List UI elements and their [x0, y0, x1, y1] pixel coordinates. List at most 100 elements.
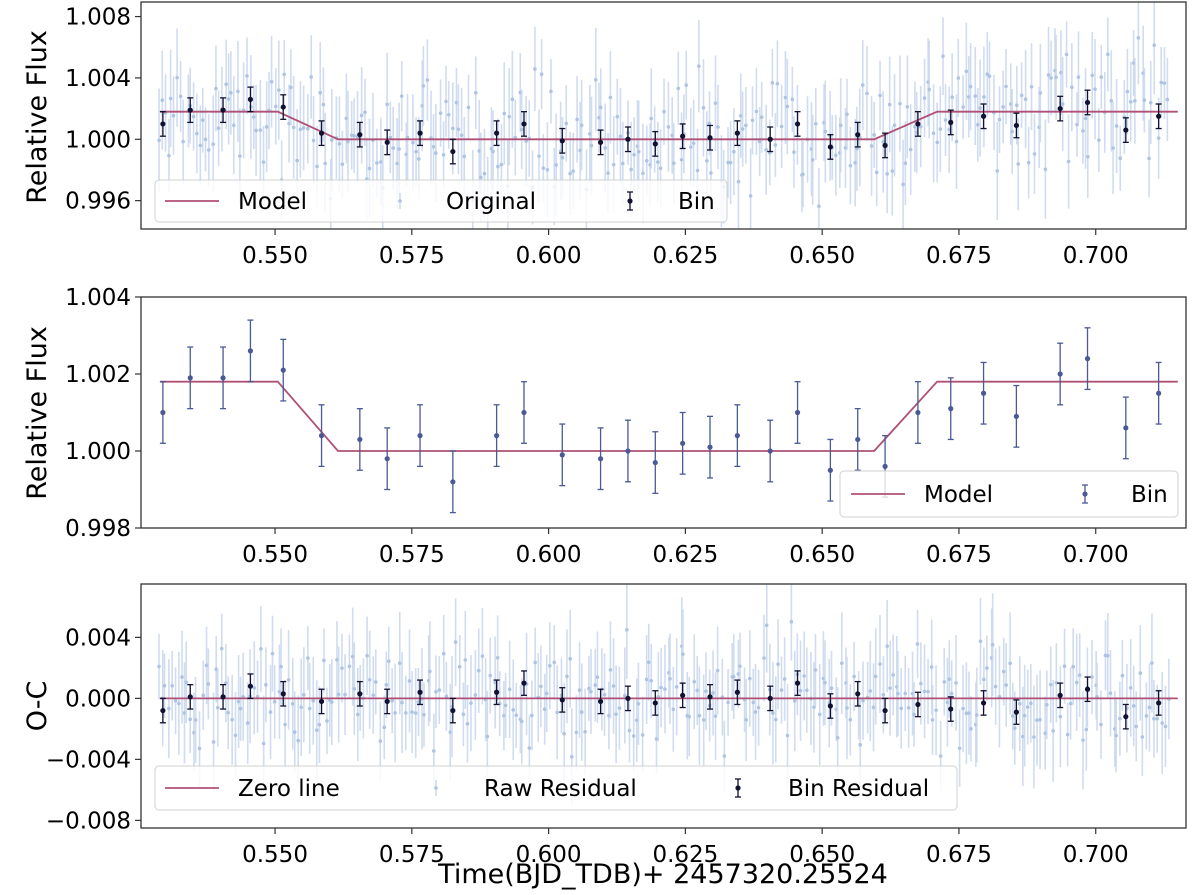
raw-point — [947, 640, 952, 718]
bin-point — [854, 407, 861, 471]
raw-point — [565, 629, 569, 724]
raw-point — [1147, 663, 1152, 752]
raw-point — [371, 92, 375, 188]
raw-point — [465, 684, 470, 763]
x-tick-label: 0.600 — [516, 842, 582, 868]
raw-point — [410, 671, 414, 753]
raw-point — [872, 101, 876, 168]
raw-point — [942, 648, 947, 716]
raw-point — [1083, 68, 1088, 169]
raw-point — [728, 121, 733, 205]
raw-point — [548, 622, 552, 710]
raw-point — [968, 43, 973, 131]
raw-point — [347, 634, 352, 699]
raw-point — [1152, 2, 1157, 95]
raw-point — [1144, 682, 1149, 750]
raw-point — [311, 96, 316, 185]
raw-point — [1128, 639, 1133, 737]
raw-point — [157, 633, 161, 700]
raw-point — [941, 17, 945, 96]
raw-point — [908, 104, 913, 195]
raw-point — [1106, 17, 1110, 92]
raw-point — [646, 623, 651, 701]
y-axis-label: O-C — [22, 681, 53, 732]
raw-point — [491, 110, 495, 193]
raw-point — [662, 78, 666, 145]
raw-point — [627, 698, 632, 763]
raw-point — [359, 67, 364, 164]
raw-point — [322, 628, 326, 693]
raw-point — [371, 656, 376, 734]
raw-point — [1045, 670, 1049, 739]
bin-point — [947, 109, 954, 136]
x-tick-label: 0.675 — [926, 842, 992, 868]
raw-point — [466, 74, 471, 141]
raw-point — [473, 650, 478, 740]
raw-point — [649, 68, 653, 169]
y-tick-label: 1.004 — [65, 285, 131, 311]
raw-point — [363, 78, 367, 146]
raw-point — [695, 656, 700, 725]
raw-point — [454, 67, 459, 138]
raw-point — [636, 662, 641, 746]
raw-point — [964, 22, 969, 121]
raw-point — [1068, 667, 1073, 740]
raw-point — [1133, 57, 1137, 144]
raw-point — [530, 680, 534, 751]
raw-point — [1077, 633, 1082, 717]
raw-point — [711, 650, 715, 736]
y-tick-label: 0.998 — [65, 516, 131, 542]
raw-point — [520, 678, 524, 765]
raw-point — [1147, 119, 1151, 198]
bin-point — [854, 680, 861, 707]
raw-point — [855, 106, 859, 191]
legend-bin-residual-label: Bin Residual — [788, 776, 929, 802]
raw-point — [845, 78, 849, 150]
bin-point — [827, 438, 834, 502]
raw-point — [713, 55, 718, 151]
bin-point — [384, 688, 391, 715]
raw-point — [987, 41, 992, 112]
raw-point — [1125, 48, 1130, 135]
raw-point — [869, 95, 874, 196]
raw-point — [1086, 115, 1090, 198]
bin-point — [734, 120, 741, 147]
raw-point — [552, 624, 557, 700]
raw-point — [337, 96, 342, 192]
legend-box — [154, 765, 958, 811]
panel-bottom-residuals: 0.550 0.575 0.600 0.625 0.650 0.675 0.700 −0.0… — [22, 583, 1187, 890]
x-tick-label: 0.550 — [242, 243, 308, 269]
raw-point — [817, 168, 821, 229]
raw-point — [801, 141, 805, 208]
bin-point — [493, 404, 500, 468]
raw-point — [577, 642, 582, 739]
y-tick-label: 0.004 — [65, 625, 131, 651]
bin-point — [417, 120, 424, 147]
legend-original-swatch — [398, 193, 402, 209]
y-ticks: −0.008 −0.004 0.000 0.004 — [46, 625, 141, 834]
bin-point — [559, 127, 566, 154]
raw-point — [171, 76, 176, 155]
y-tick-label: 1.008 — [65, 5, 131, 31]
raw-point — [1032, 685, 1036, 789]
raw-point — [272, 664, 277, 739]
legend-raw-residual-label: Raw Residual — [484, 776, 637, 802]
raw-point — [812, 661, 816, 753]
bin-point — [1057, 342, 1064, 406]
raw-point — [663, 644, 667, 734]
raw-point — [671, 666, 676, 752]
bin-point — [882, 697, 889, 724]
raw-point — [589, 96, 594, 195]
raw-point — [625, 584, 629, 679]
raw-point — [823, 80, 828, 183]
bin-point — [187, 97, 194, 124]
raw-point — [321, 67, 326, 142]
raw-point — [1148, 61, 1153, 145]
raw-point — [1043, 119, 1048, 220]
raw-point — [1150, 613, 1154, 713]
raw-point — [245, 37, 249, 115]
bin-point — [1122, 117, 1129, 143]
raw-point — [771, 661, 775, 765]
raw-point — [595, 631, 600, 723]
raw-point — [264, 81, 269, 173]
